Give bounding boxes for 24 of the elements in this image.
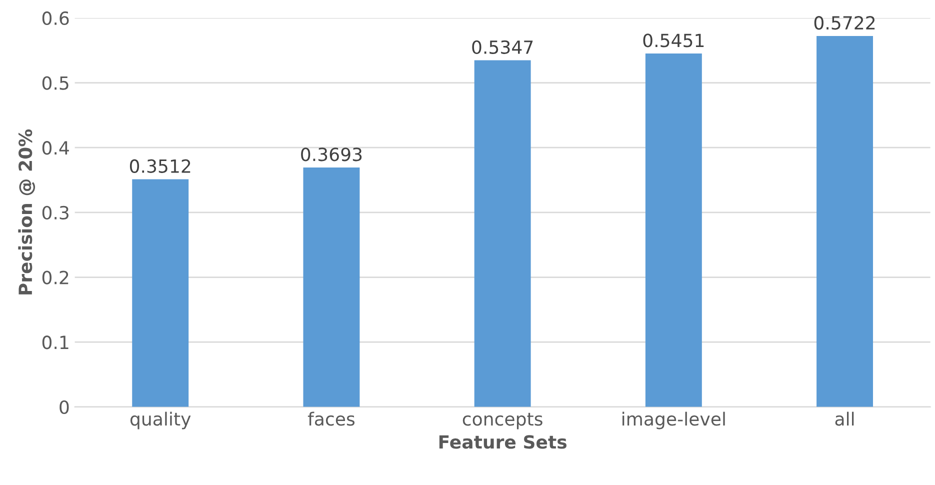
data-label: 0.5451 [643,34,704,48]
x-tick-label: concepts [462,412,542,430]
data-label: 0.3512 [130,159,190,173]
y-tick-label: 0 [60,400,69,414]
y-tick-label: 0.2 [42,270,68,284]
bar [816,36,874,407]
y-tick-label: 0.5 [42,76,68,90]
y-axis-title: Precision @ 20% [18,129,36,294]
y-tick-label: 0.1 [42,336,68,350]
y-tick-label: 0.3 [42,206,68,220]
data-label: 0.5722 [814,16,875,30]
data-label: 0.5347 [472,40,533,54]
bar [132,179,189,407]
x-axis-title: Feature Sets [439,435,566,449]
bar [474,60,531,407]
x-tick-label: faces [308,412,355,426]
y-tick-label: 0.4 [42,141,69,155]
x-tick-label: image-level [622,412,725,430]
x-tick-label: quality [130,412,191,430]
x-tick-label: all [835,412,854,426]
bar [645,54,702,407]
bar [303,168,360,407]
y-tick-label: 0.6 [42,11,69,26]
data-label: 0.3693 [301,148,362,162]
